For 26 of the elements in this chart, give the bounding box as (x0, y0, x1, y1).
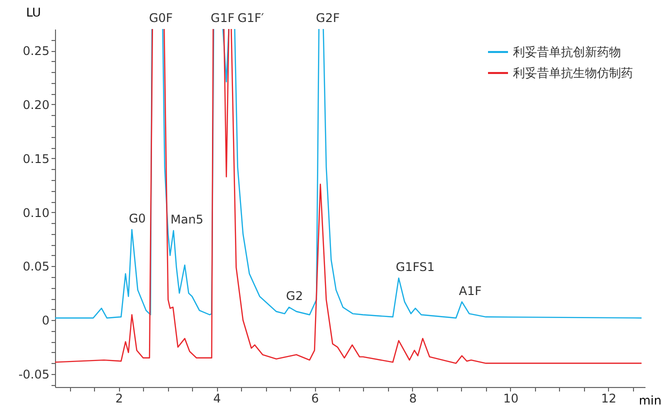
annotation: Man5 (170, 212, 204, 227)
y-tick-label: 0.10 (22, 206, 50, 220)
annotation: G0 (128, 212, 146, 226)
x-tick-label: 6 (311, 392, 319, 406)
legend-label: 利妥昔单抗生物仿制药 (513, 66, 633, 80)
x-tick-label: 2 (115, 392, 123, 406)
y-tick-label: 0.05 (22, 260, 50, 274)
annotation: G2 (286, 289, 303, 304)
x-tick-label: 8 (409, 392, 417, 406)
y-axis-title: LU (26, 6, 41, 20)
annotation: G1F′ (237, 11, 264, 25)
y-tick-label: 0 (42, 314, 50, 328)
annotation: A1F (458, 284, 482, 298)
x-axis-title: min (638, 394, 661, 406)
annotation: G0F (148, 11, 173, 25)
legend-label: 利妥昔单抗创新药物 (513, 45, 621, 59)
x-tick-label: 12 (601, 392, 616, 406)
annotation: G1F (210, 11, 235, 25)
annotation: G2F (316, 11, 340, 25)
y-tick-label: 0.25 (22, 44, 50, 58)
y-tick-label: -0.05 (18, 368, 50, 382)
x-tick-label: 10 (503, 392, 518, 406)
annotation: G1FS1 (396, 260, 435, 274)
y-tick-label: 0.20 (22, 98, 50, 112)
x-tick-label: 4 (213, 392, 221, 406)
y-tick-label: 0.15 (22, 152, 50, 166)
